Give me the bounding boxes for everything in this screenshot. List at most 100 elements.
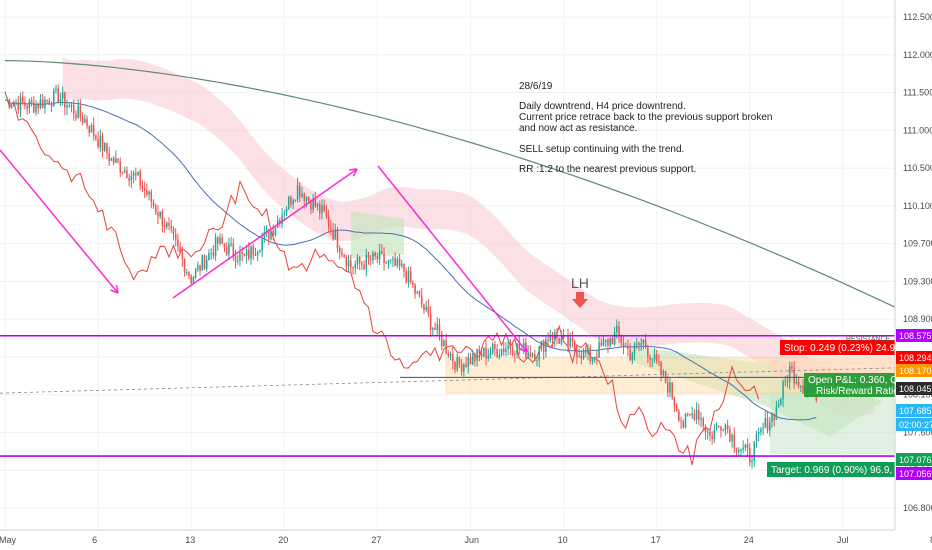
lh-marker[interactable]: LH <box>571 275 589 308</box>
candle-body <box>733 434 736 448</box>
position-zones <box>445 357 896 455</box>
candle-body <box>647 347 649 357</box>
x-tick-label: 20 <box>278 535 288 545</box>
time-axis[interactable]: May 6 13 20 27 Jun 10 17 24 Jul 8 <box>0 529 932 550</box>
candle-body <box>95 135 97 140</box>
candle-body <box>791 366 793 369</box>
candle-body <box>90 125 93 133</box>
candle-body <box>673 397 676 406</box>
candle-body <box>760 429 762 432</box>
candle-body <box>299 185 301 197</box>
y-tick-label: 111.000 <box>903 125 932 135</box>
candle-body <box>356 257 359 265</box>
candle-body <box>57 88 59 103</box>
candle-body <box>780 399 782 405</box>
candle-body <box>398 258 401 267</box>
stop-box[interactable]: Stop: 0.249 (0.23%) 24.9, <box>780 340 898 355</box>
candle-body <box>717 426 720 428</box>
dashed-trendline <box>0 367 896 394</box>
candle-body <box>64 92 66 108</box>
candle-body <box>381 251 383 254</box>
candle-body <box>768 422 771 431</box>
candle-body <box>168 222 170 226</box>
candle-body <box>762 427 764 430</box>
trend-arrows <box>0 149 528 353</box>
candle-body <box>458 357 461 365</box>
candle-body <box>259 250 261 252</box>
candle-body <box>163 225 166 227</box>
candle-body <box>103 142 106 151</box>
candle-body <box>693 413 696 420</box>
candle-body <box>593 356 596 359</box>
x-tick-label: Jul <box>837 535 849 545</box>
y-tick-label: 110.100 <box>903 201 932 211</box>
trend-arrow-up <box>172 168 358 299</box>
price-tag <box>896 453 932 466</box>
candle-body <box>46 99 48 101</box>
candle-body <box>678 411 680 421</box>
candle-body <box>638 343 640 346</box>
price-tag-label: 108.575 <box>899 331 932 341</box>
candle-body <box>245 249 248 256</box>
candle-body <box>567 335 569 347</box>
candle-body <box>170 225 173 229</box>
candle-body <box>655 354 658 362</box>
candle-body <box>618 325 620 336</box>
candle-body <box>478 349 481 354</box>
candle-body <box>261 239 263 251</box>
candle-body <box>664 370 667 383</box>
candle-body <box>505 348 507 352</box>
candle-body <box>108 153 110 161</box>
candle-body <box>700 418 702 420</box>
annotation-note[interactable]: 28/6/19 Daily downtrend, H4 price downtr… <box>519 81 772 175</box>
candle-body <box>332 230 334 240</box>
moving-averages <box>4 60 910 421</box>
candle-body <box>265 229 268 232</box>
candle-body <box>316 203 319 207</box>
price-tag-label: 107.076 <box>899 455 932 465</box>
candle-body <box>720 426 722 431</box>
lagging-span <box>4 91 760 466</box>
candle-body <box>310 200 312 210</box>
candle-body <box>132 172 135 176</box>
candle-body <box>414 284 416 294</box>
candle-body <box>709 431 711 436</box>
candle-body <box>394 258 396 266</box>
candle-body <box>26 105 28 109</box>
candle-body <box>764 418 767 428</box>
y-tick-label: 111.500 <box>903 88 932 98</box>
candle-body <box>33 102 35 113</box>
candle-body <box>385 262 388 264</box>
candle-body <box>746 444 749 449</box>
candle-body <box>547 339 549 341</box>
candle-body <box>123 170 126 173</box>
candle-body <box>88 126 91 133</box>
candle-body <box>39 99 42 108</box>
candle-body <box>587 348 589 354</box>
candle-body <box>117 158 119 162</box>
candle-body <box>494 344 496 350</box>
candle-body <box>157 212 159 217</box>
candle-body <box>531 354 534 357</box>
candle-body <box>236 260 239 262</box>
target-box[interactable]: Target: 0.969 (0.90%) 96.9, A <box>767 462 901 477</box>
candle-body <box>221 237 224 244</box>
candle-body <box>449 354 452 357</box>
candle-body <box>8 99 11 108</box>
candle-body <box>126 170 128 179</box>
open-pl-box[interactable]: Open P&L: 0.360, Qty Risk/Reward Ratio: <box>804 373 906 397</box>
candle-body <box>179 246 181 253</box>
candle-body <box>485 347 487 359</box>
candle-body <box>139 171 141 187</box>
candle-body <box>97 139 99 148</box>
candle-body <box>498 354 501 357</box>
candle-body <box>540 340 543 347</box>
candle-body <box>312 198 314 210</box>
candle-body <box>41 99 44 108</box>
target-label: Target: 0.969 (0.90%) 96.9, A <box>771 465 901 476</box>
candle-body <box>480 353 483 357</box>
candle-body <box>640 343 642 346</box>
candle-body <box>389 259 392 261</box>
price-tags: 108.575 108.294 108.170 108.045 107.685 02:00… <box>896 329 932 480</box>
